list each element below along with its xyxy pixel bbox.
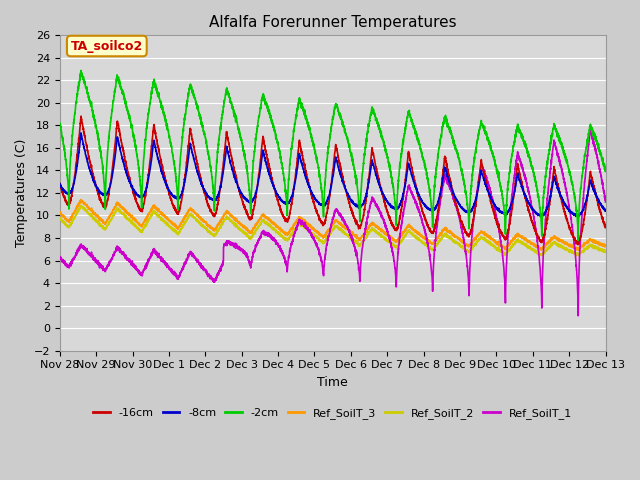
Text: TA_soilco2: TA_soilco2 [70,39,143,52]
Title: Alfalfa Forerunner Temperatures: Alfalfa Forerunner Temperatures [209,15,456,30]
Legend: -16cm, -8cm, -2cm, Ref_SoilT_3, Ref_SoilT_2, Ref_SoilT_1: -16cm, -8cm, -2cm, Ref_SoilT_3, Ref_Soil… [89,404,577,423]
X-axis label: Time: Time [317,376,348,389]
Y-axis label: Temperatures (C): Temperatures (C) [15,139,28,247]
